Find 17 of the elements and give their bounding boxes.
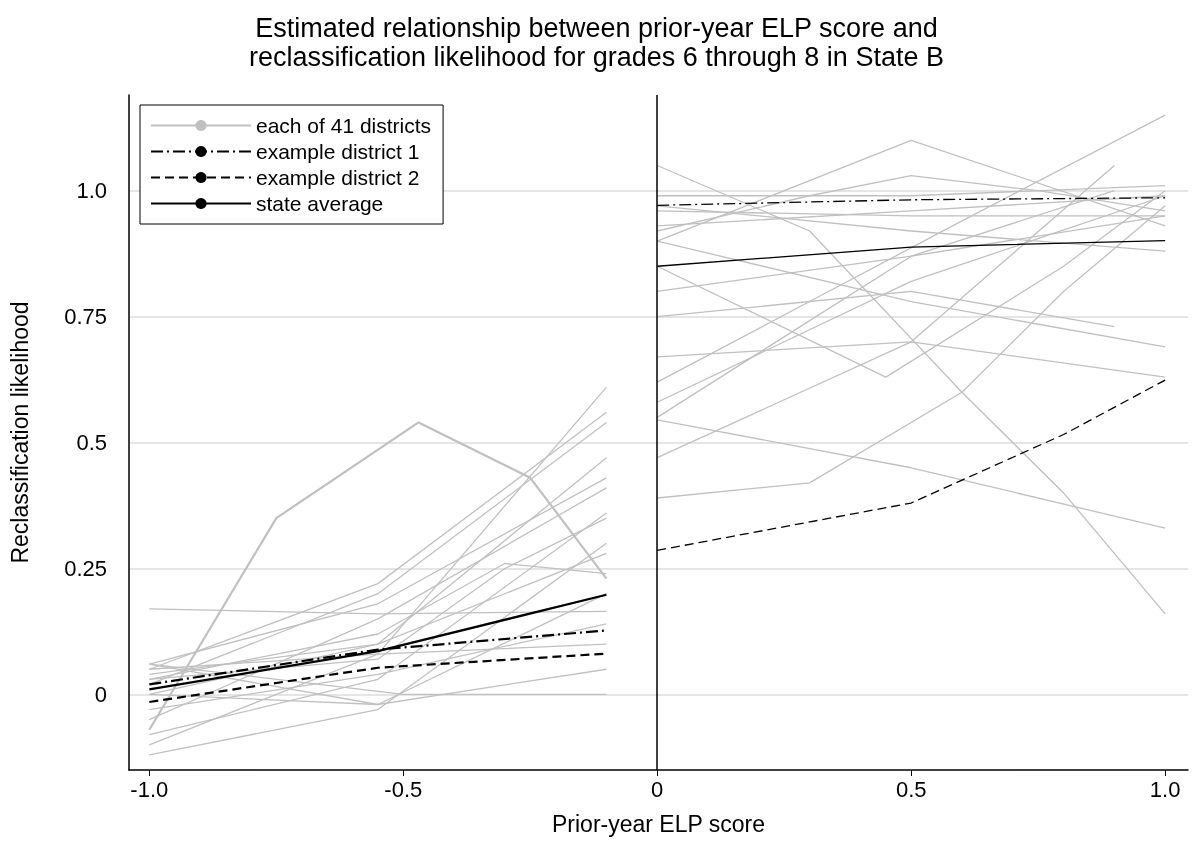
x-tick-label: -1.0 xyxy=(130,776,169,802)
y-tick-label: 1.0 xyxy=(76,178,107,204)
y-tick-label: 0.5 xyxy=(76,430,107,456)
y-tick-label: 0 xyxy=(94,681,107,707)
x-tick-label: -0.5 xyxy=(384,776,423,802)
legend-label: state average xyxy=(256,192,384,215)
y-tick-label: 0.25 xyxy=(64,556,107,582)
legend-label: each of 41 districts xyxy=(256,114,432,137)
legend-label: example district 2 xyxy=(256,166,420,189)
x-axis-title: Prior-year ELP score xyxy=(551,810,766,837)
chart-title: Estimated relationship between prior-year ELP score and reclassification likelihood for grades 6 through 8 in State B xyxy=(249,12,944,72)
legend-label: example district 1 xyxy=(256,140,420,163)
x-tick-label: 0 xyxy=(651,776,664,802)
y-tick-label: 0.75 xyxy=(64,304,107,330)
y-axis-title: Reclassification likelihood xyxy=(6,301,33,564)
x-tick-label: 0.5 xyxy=(895,776,927,802)
x-tick-label: 1.0 xyxy=(1149,776,1181,802)
